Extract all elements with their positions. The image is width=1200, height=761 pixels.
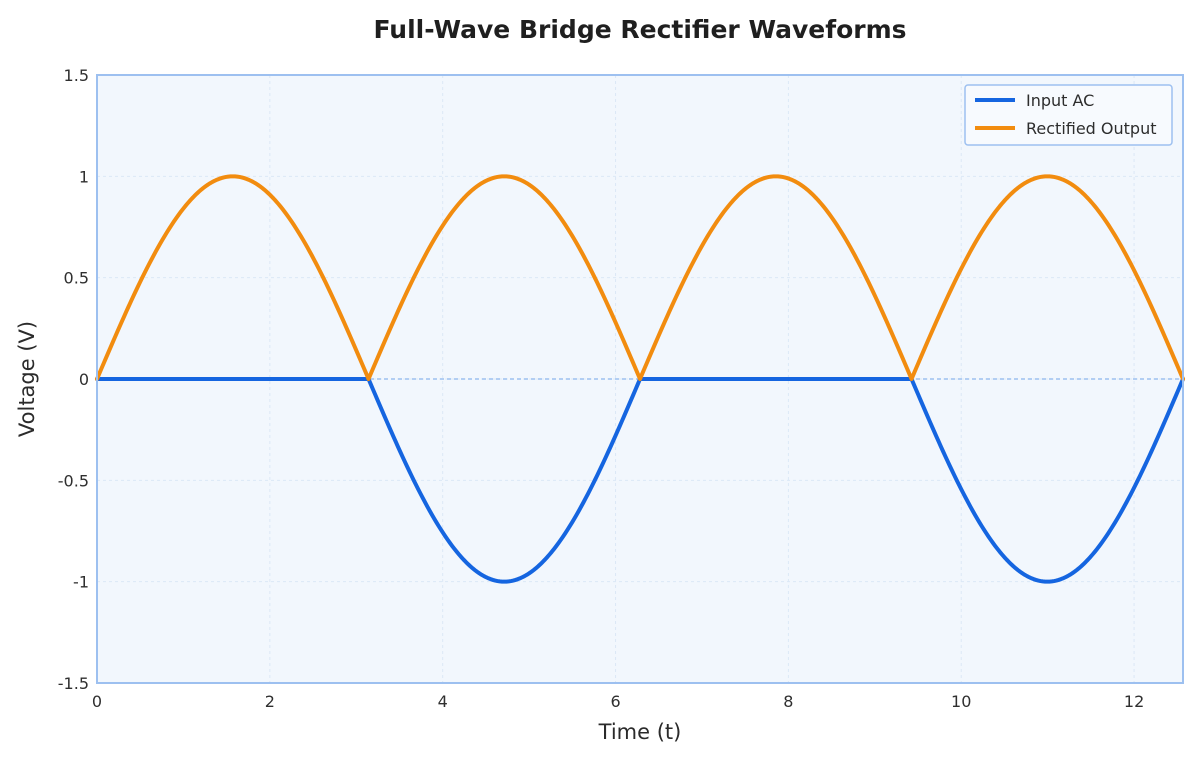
series-layer — [95, 174, 1185, 584]
x-tick-label: 6 — [610, 692, 620, 711]
y-tick-label: -0.5 — [58, 471, 89, 490]
x-tick-label: 10 — [951, 692, 971, 711]
y-tick-label: 1.5 — [64, 66, 89, 85]
plot-border — [96, 74, 1184, 684]
chart-title: Full-Wave Bridge Rectifier Waveforms — [373, 15, 906, 44]
y-tick-label: -1 — [73, 573, 89, 592]
x-tick-label: 2 — [265, 692, 275, 711]
legend-label-rectified-output: Rectified Output — [1026, 119, 1157, 138]
y-tick-label: 0 — [79, 370, 89, 389]
y-tick-label: 1 — [79, 167, 89, 186]
y-tick-label: 0.5 — [64, 269, 89, 288]
y-tick-label: -1.5 — [58, 674, 89, 693]
legend-box — [964, 84, 1173, 146]
x-tick-label: 8 — [783, 692, 793, 711]
x-axis-ticks: 0 2 4 6 8 10 12 — [92, 692, 1144, 711]
legend: Input AC Rectified Output — [964, 84, 1173, 146]
legend-label-input-ac: Input AC — [1026, 91, 1094, 110]
y-axis-label: Voltage (V) — [15, 321, 39, 437]
x-tick-label: 12 — [1124, 692, 1144, 711]
x-axis-label: Time (t) — [598, 720, 682, 744]
x-tick-label: 4 — [438, 692, 448, 711]
y-axis-ticks: 1.5 1 0.5 0 -0.5 -1 -1.5 — [58, 66, 89, 693]
series-line-rectified-output — [95, 174, 1185, 381]
x-tick-label: 0 — [92, 692, 102, 711]
